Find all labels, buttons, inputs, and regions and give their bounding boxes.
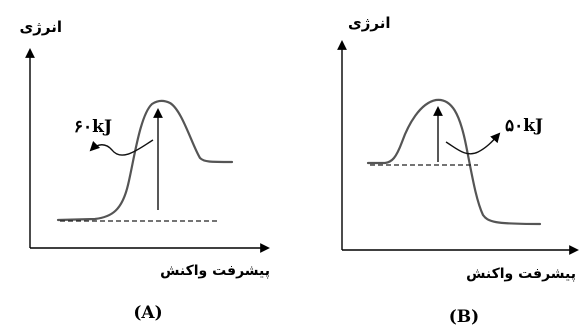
caption-b: (B) bbox=[449, 307, 479, 327]
label-pointer-b bbox=[445, 132, 501, 155]
diagram-b: انرژی پیشرفت واکنش ۵۰kJ (B) bbox=[337, 14, 579, 327]
y-axis-label-b: انرژی bbox=[348, 14, 391, 32]
y-axis-label-a: انرژی bbox=[20, 18, 63, 36]
x-axis-label-a: پیشرفت واکنش bbox=[160, 263, 270, 279]
label-pointer-a bbox=[89, 139, 154, 156]
diagram-a: انرژی پیشرفت واکنش ۶۰kJ (A) bbox=[20, 18, 271, 323]
energy-curve-b bbox=[366, 98, 542, 226]
caption-a: (A) bbox=[133, 303, 162, 323]
energy-curve-a bbox=[56, 99, 234, 222]
energy-value-a: ۶۰kJ bbox=[74, 117, 112, 137]
energy-value-b: ۵۰kJ bbox=[505, 116, 543, 136]
x-axis-label-b: پیشرفت واکنش bbox=[466, 266, 576, 282]
